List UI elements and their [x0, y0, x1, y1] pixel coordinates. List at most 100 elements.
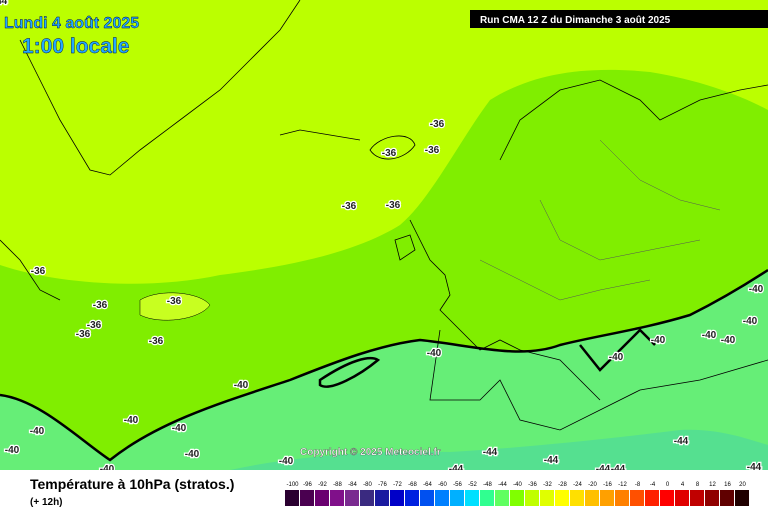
colorbar-cell	[600, 490, 614, 506]
zone-44	[0, 270, 768, 470]
colorbar: -100 -96 -92 -88 -84 -8 0 -76 -72 -68 -64 -60 -56 -52…	[285, 482, 749, 506]
colorbar-label: -56	[453, 482, 462, 488]
copyright: Copyright © 2025 Meteociel.fr	[300, 447, 441, 458]
colorbar-label: -76	[378, 482, 387, 488]
colorbar-label: -4	[650, 482, 656, 488]
colorbar-cell	[720, 490, 734, 506]
colorbar-label: -88	[333, 482, 342, 488]
contour-line	[0, 268, 768, 462]
colorbar-cell	[345, 490, 359, 506]
contour-label: -36	[149, 336, 164, 347]
colorbar-label: -72	[393, 482, 402, 488]
colorbar-cell	[660, 490, 674, 506]
colorbar-label: -92	[318, 482, 327, 488]
colorbar-cell	[705, 490, 719, 506]
colorbar-label: 20	[739, 482, 746, 488]
colorbar-label: 4	[681, 482, 685, 488]
colorbar-label: -24	[573, 482, 582, 488]
colorbar-label: 0	[666, 482, 670, 488]
contour-label: -36	[76, 329, 91, 340]
colorbar-label: -68	[408, 482, 417, 488]
colorbar-label: -8	[635, 482, 641, 488]
colorbar-label: -28	[558, 482, 567, 488]
colorbar-label: -20	[588, 482, 597, 488]
colorbar-cell	[300, 490, 314, 506]
contour-label: -40	[427, 348, 442, 359]
contour-label: -40	[30, 426, 45, 437]
colorbar-label: -64	[423, 482, 432, 488]
colorbar-cell	[615, 490, 629, 506]
colorbar-cell	[465, 490, 479, 506]
contour-label: -36	[87, 320, 102, 331]
colorbar-cell	[690, 490, 704, 506]
colorbar-label: -100	[286, 482, 299, 488]
colorbar-cell	[330, 490, 344, 506]
contour-label: -36	[386, 200, 401, 211]
contour-label: -44	[674, 436, 689, 447]
colorbar-cell	[540, 490, 554, 506]
colorbar-cell	[450, 490, 464, 506]
colorbar-cell	[510, 490, 524, 506]
contour-label: -36	[93, 300, 108, 311]
colorbar-cell	[405, 490, 419, 506]
contour-label: -44	[483, 447, 498, 458]
colorbar-label: -48	[483, 482, 492, 488]
contour-label: -36	[342, 201, 357, 212]
colorbar-cell	[375, 490, 389, 506]
colorbar-cell	[675, 490, 689, 506]
contour-label: -40	[749, 284, 764, 295]
contour-label: -40	[234, 380, 249, 391]
contour-label: -40	[185, 449, 200, 460]
contour-label: -40	[651, 335, 666, 346]
colorbar-cell	[285, 490, 299, 506]
colorbar-cell	[525, 490, 539, 506]
contour-label: -44	[544, 455, 559, 466]
colorbar-label: -84	[348, 482, 357, 488]
coastlines	[0, 0, 768, 431]
colorbar-cell	[555, 490, 569, 506]
zone-48	[230, 429, 768, 470]
contour-label: -36	[430, 119, 445, 130]
contour-label: -40	[5, 445, 20, 456]
colorbar-cell	[495, 490, 509, 506]
colorbar-label: -36	[528, 482, 537, 488]
contour-label: -36	[167, 296, 182, 307]
contour-label: -44	[0, 0, 8, 7]
colorbar-label: -52	[468, 482, 477, 488]
contour-line	[139, 292, 211, 321]
colorbar-cell	[360, 490, 374, 506]
contour-label: -36	[425, 145, 440, 156]
footer-title: Température à 10hPa (stratos.)	[30, 476, 234, 492]
colorbar-label: -44	[498, 482, 507, 488]
colorbar-cell	[390, 490, 404, 506]
run-bar	[470, 10, 768, 28]
footer-subtitle: (+ 12h)	[30, 497, 63, 508]
time: 1:00 locale	[22, 35, 129, 58]
colorbar-cell	[630, 490, 644, 506]
contour-label: -40	[279, 456, 294, 467]
colorbar-cell	[585, 490, 599, 506]
contour-label: -40	[721, 335, 736, 346]
contour-label: -36	[31, 266, 46, 277]
contour-line	[318, 328, 656, 388]
run: Run CMA 12 Z du Dimanche 3 août 2025	[480, 15, 671, 26]
contour-label: -40	[609, 352, 624, 363]
colorbar-cell	[315, 490, 329, 506]
contour-label: -40	[124, 415, 139, 426]
date: Lundi 4 août 2025	[4, 15, 139, 32]
colorbar-label: -12	[618, 482, 627, 488]
colorbar-cell	[435, 490, 449, 506]
colorbar-label: -60	[438, 482, 447, 488]
colorbar-label: -40	[513, 482, 522, 488]
contour-label: -40	[172, 423, 187, 434]
colorbar-cell	[480, 490, 494, 506]
contour-labels: -36-36 -36-36 -36-36-36 -36-36-36-36-40-40-…	[0, 0, 765, 476]
contour-label: -40	[702, 330, 717, 341]
colorbar-label: 8	[696, 482, 700, 488]
colorbar-cell	[570, 490, 584, 506]
colorbar-label: -16	[603, 482, 612, 488]
colorbar-label: -96	[303, 482, 312, 488]
colorbar-label: 12	[709, 482, 716, 488]
colorbar-label: 16	[724, 482, 731, 488]
